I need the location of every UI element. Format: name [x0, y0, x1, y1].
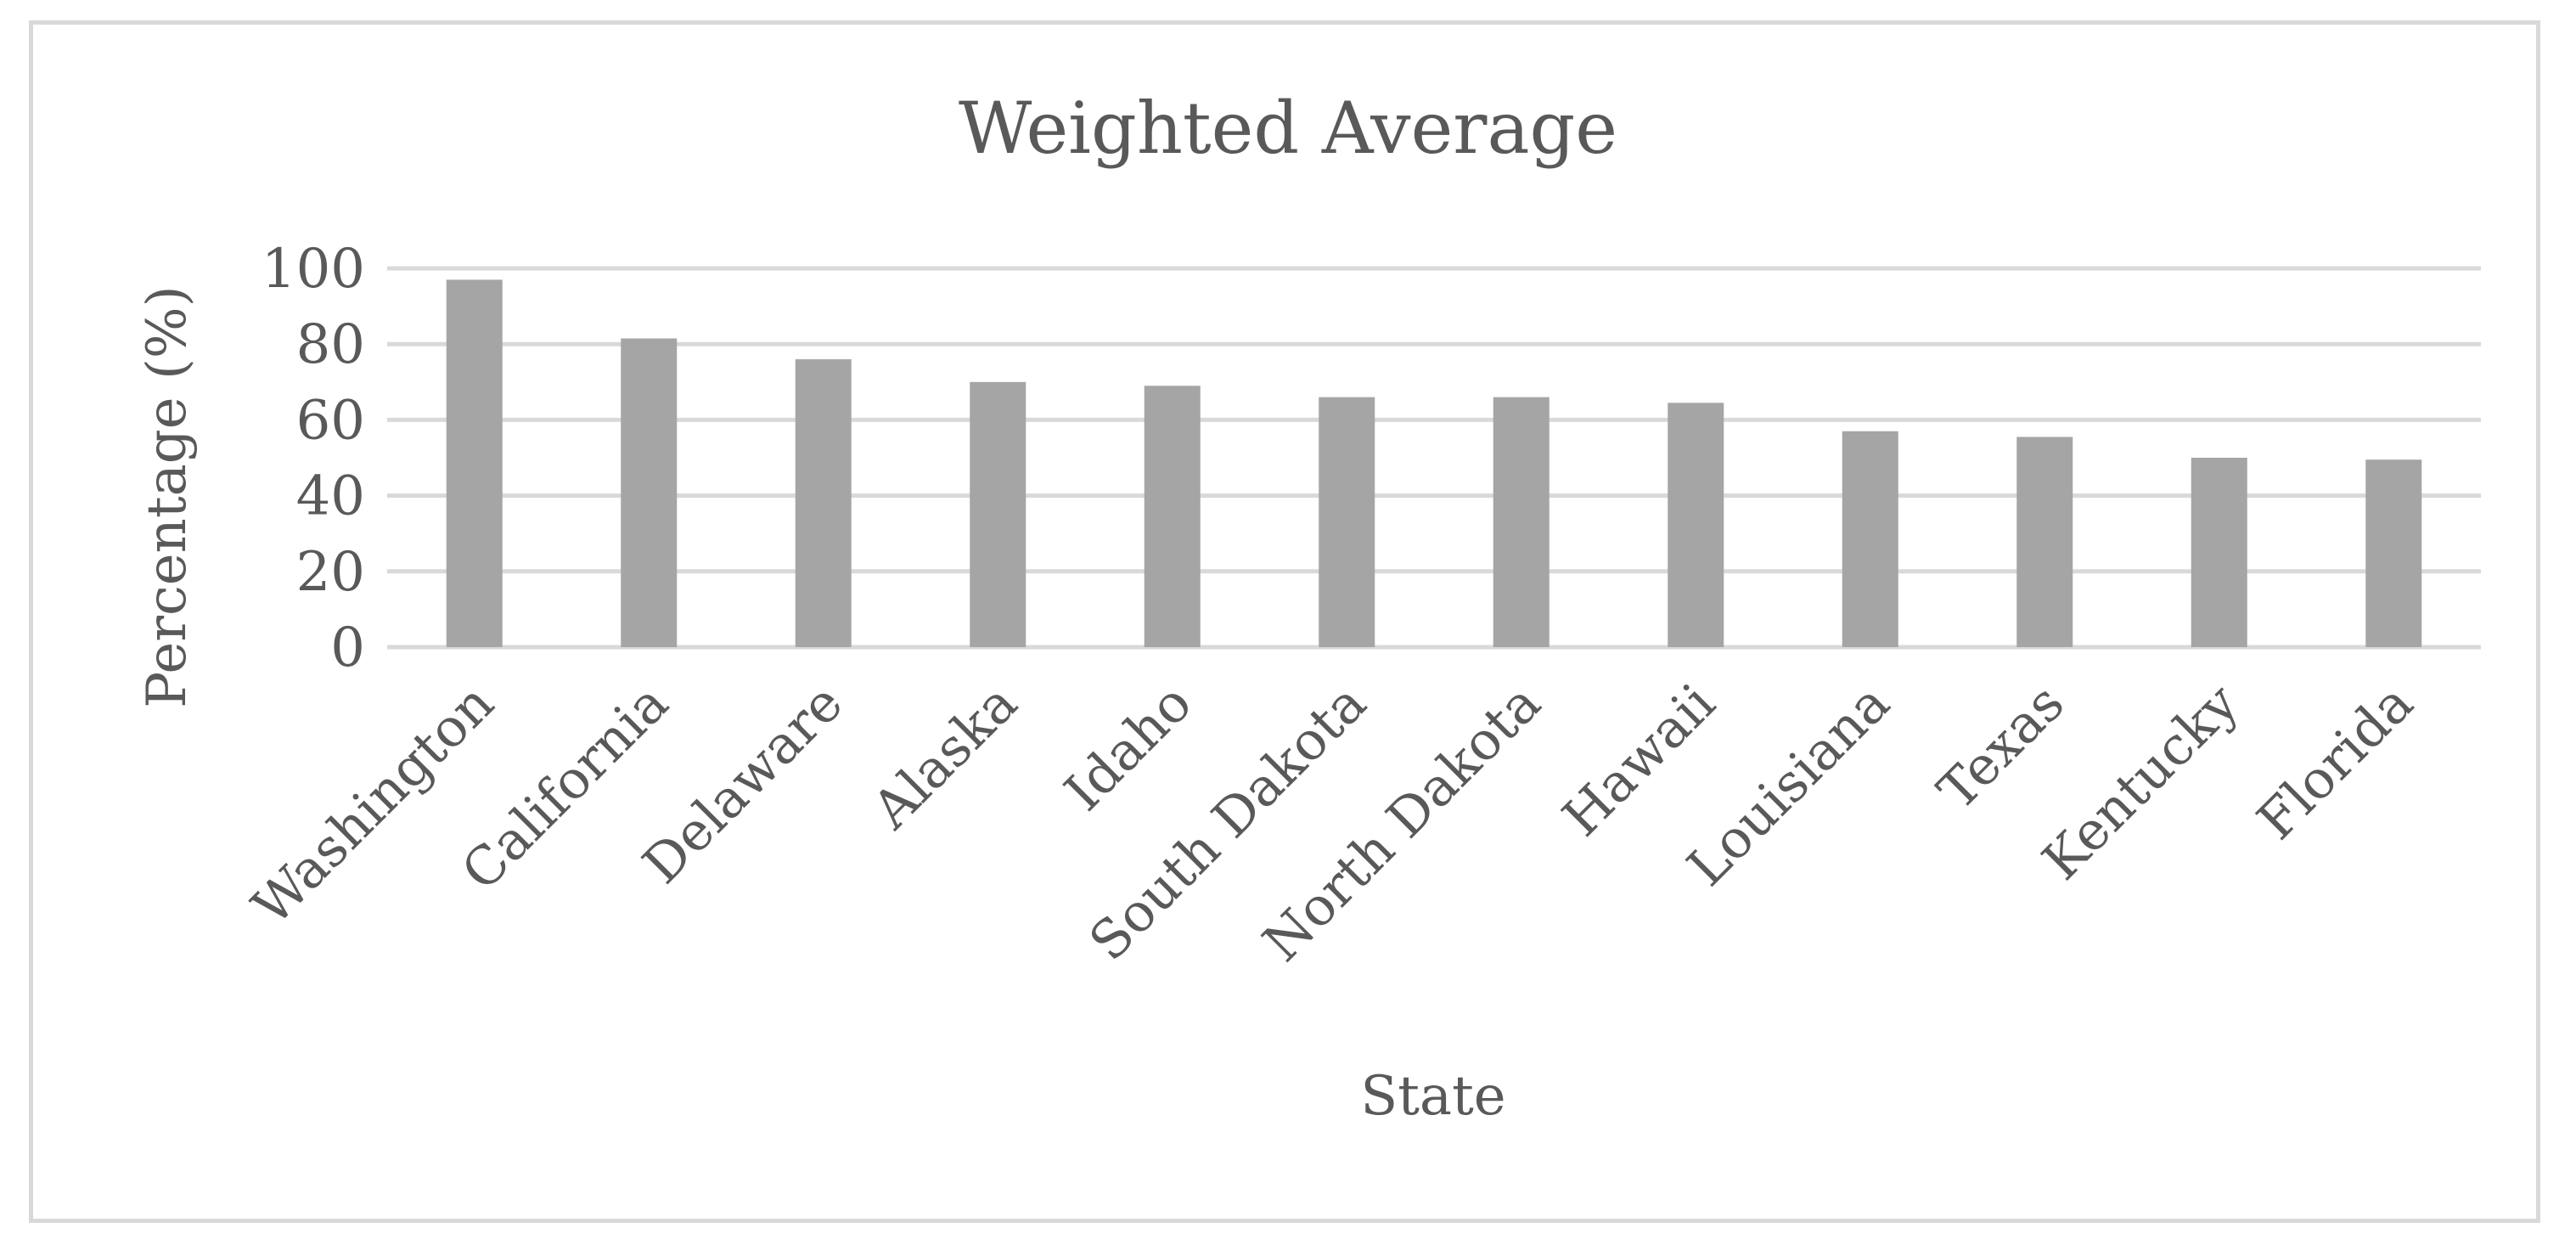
x-axis-title: State	[1360, 1065, 1505, 1128]
y-tick-label: 60	[296, 389, 365, 452]
gridlines	[387, 266, 2481, 650]
y-tick-label: 80	[296, 313, 365, 376]
bar-florida	[2365, 459, 2422, 647]
x-category-label: Florida	[2245, 672, 2425, 852]
x-category-label: Texas	[1926, 672, 2076, 822]
bar-delaware	[795, 359, 852, 647]
bar-louisiana	[1842, 431, 1898, 647]
bar-california	[621, 338, 678, 647]
x-category-label: Hawaii	[1550, 672, 1727, 848]
y-tick-label: 20	[296, 541, 365, 604]
x-category-label: Alaska	[860, 672, 1029, 841]
bar-kentucky	[2191, 458, 2247, 647]
x-category-label: Idaho	[1053, 672, 1204, 823]
bar-alaska	[970, 381, 1026, 647]
y-axis-ticks: 0 20 40 60 80 100	[262, 238, 365, 679]
bars	[446, 279, 2422, 647]
bar-hawaii	[1668, 403, 1724, 647]
bar-texas	[2016, 437, 2073, 647]
y-tick-label: 100	[262, 238, 365, 301]
chart-title: Weighted Average	[959, 87, 1617, 170]
bar-south-dakota	[1319, 397, 1375, 647]
bar-idaho	[1144, 386, 1201, 647]
y-axis-title: Percentage (%)	[136, 285, 199, 707]
y-tick-label: 40	[296, 465, 365, 528]
x-category-label: Washington	[240, 672, 505, 937]
bar-washington	[446, 279, 503, 647]
y-tick-label: 0	[330, 617, 365, 679]
bar-north-dakota	[1493, 397, 1550, 647]
